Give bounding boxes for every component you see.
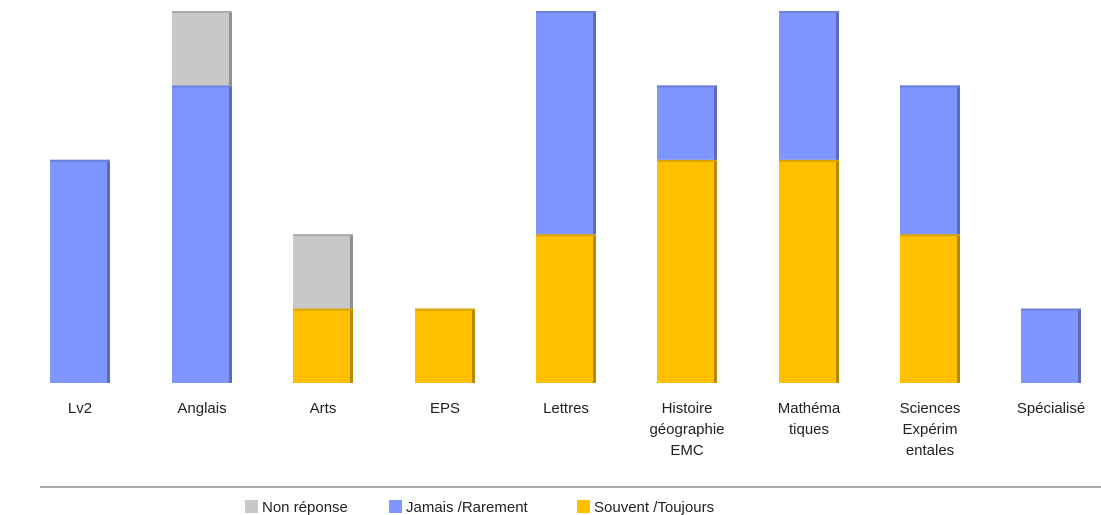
bar-segment-eps-souvent-toujours [415,308,475,383]
bar-segment-anglais-jamais-rarement [172,85,232,384]
legend-label-souvent-toujours: Souvent /Toujours [594,499,714,515]
bar-segment-top-edge [172,11,232,13]
category-label-eps: EPS [430,400,460,417]
bar-segment-edge [714,85,717,160]
bar-segment-top-edge [779,159,839,162]
bar-segment-top-edge [900,234,960,237]
bar-segment-top-edge [50,159,110,162]
category-label-lettres: Lettres [543,400,589,417]
bar-segment-mathema-tiques-souvent-toujours [779,159,839,383]
bar-segment-arts-souvent-toujours [293,308,353,383]
bar-segment-top-edge [1021,308,1081,311]
bar-segment-edge [229,11,232,86]
legend-label-non-reponse: Non réponse [262,499,348,515]
category-labels: Lv2 Anglais Arts EPS Lettres Histoire géograph… [68,400,1085,459]
bar-segment-edge [957,85,960,235]
bar-segment-top-edge [172,85,232,88]
bar-segment-histoire-geographie-emc-souvent-toujours [657,159,717,383]
bar-segment-edge [472,308,475,383]
bar-segment-top-edge [657,159,717,162]
legend-swatch-non-reponse [245,500,258,513]
category-label-arts: Arts [310,400,337,417]
bar-segment-lettres-souvent-toujours [536,234,596,383]
category-label-lv2: Lv2 [68,400,92,417]
bar-segment-top-edge [293,234,353,237]
bar-segment-edge [836,159,839,383]
bar-segment-edge [714,159,717,383]
bars-group [50,11,1081,384]
bar-segment-edge [836,11,839,160]
category-label-sciences-experim-entales: Sciences Expérim entales [900,400,961,459]
bar-segment-specialise-jamais-rarement [1021,308,1081,383]
bar-segment-top-edge [293,308,353,311]
legend-swatch-souvent-toujours [577,500,590,513]
bar-segment-top-edge [779,11,839,13]
bar-segment-edge [593,11,596,235]
bar-segment-edge [107,159,110,383]
category-label-histoire-geographie-emc: Histoire géographie EMC [649,400,724,459]
bar-segment-mathema-tiques-jamais-rarement [779,11,839,160]
bar-segment-edge [593,234,596,383]
category-label-anglais: Anglais [177,400,226,417]
bar-segment-edge [350,234,353,309]
bar-segment-edge [229,85,232,384]
bar-segment-top-edge [657,85,717,88]
bar-segment-top-edge [536,234,596,237]
bar-segment-edge [957,234,960,383]
bar-segment-top-edge [536,11,596,13]
bar-segment-edge [350,308,353,383]
legend-label-jamais-rarement: Jamais /Rarement [406,499,529,515]
bar-segment-top-edge [415,308,475,311]
bar-segment-edge [1078,308,1081,383]
category-label-mathema-tiques: Mathéma tiques [778,400,841,438]
legend: Non réponse Jamais /Rarement Souvent /Touj… [245,499,714,515]
bar-segment-lettres-jamais-rarement [536,11,596,235]
bar-segment-top-edge [900,85,960,88]
bar-segment-sciences-experim-entales-souvent-toujours [900,234,960,383]
bar-segment-histoire-geographie-emc-jamais-rarement [657,85,717,160]
legend-swatch-jamais-rarement [389,500,402,513]
bar-segment-sciences-experim-entales-jamais-rarement [900,85,960,235]
bar-segment-lv2-jamais-rarement [50,159,110,383]
bar-segment-arts-non-reponse [293,234,353,309]
category-label-specialise: Spécialisé [1017,400,1085,417]
bar-segment-anglais-non-reponse [172,11,232,86]
